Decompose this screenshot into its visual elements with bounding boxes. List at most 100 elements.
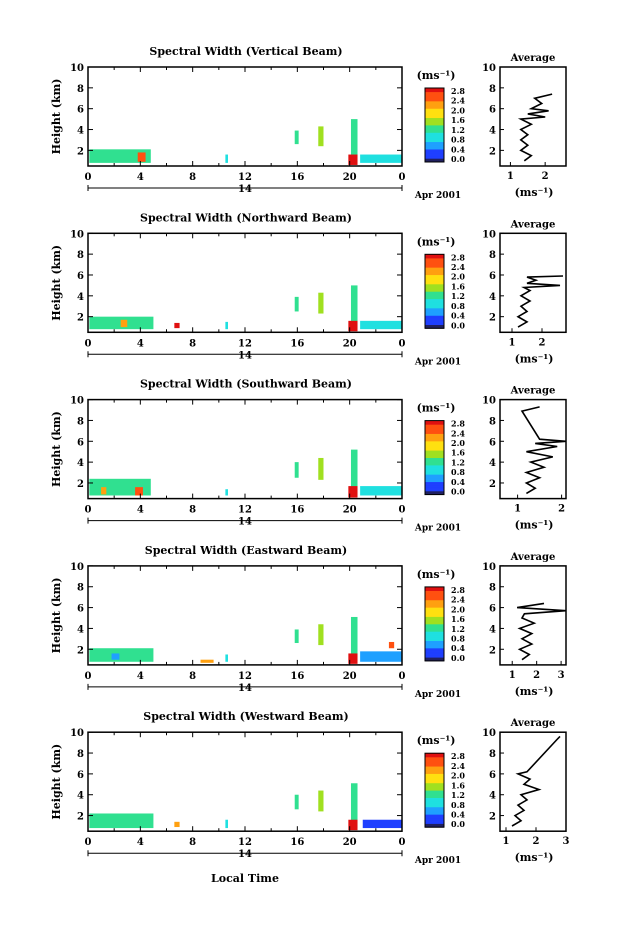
colorbar-segment bbox=[425, 283, 444, 287]
colorbar-unit: (ms⁻¹) bbox=[417, 69, 456, 82]
colorbar-tick-label: 0.4 bbox=[451, 643, 465, 653]
colorbar-segment bbox=[425, 300, 444, 303]
heatmap-cell bbox=[348, 154, 358, 165]
colorbar-tick-label: 1.6 bbox=[451, 614, 465, 624]
colorbar-tick-label: 0.0 bbox=[451, 320, 465, 330]
y-tick-label: 4 bbox=[77, 624, 84, 635]
colorbar-segment bbox=[425, 768, 444, 771]
colorbar-segment bbox=[425, 93, 444, 96]
colorbar-segment bbox=[425, 141, 444, 144]
x-tick-label: 20 bbox=[343, 505, 357, 516]
x-tick-label: 12 bbox=[238, 338, 252, 349]
colorbar-segment bbox=[425, 784, 444, 787]
heatmap-cell bbox=[348, 486, 358, 498]
colorbar-segment bbox=[425, 638, 444, 641]
x-tick-label: 4 bbox=[137, 338, 144, 349]
colorbar-segment bbox=[425, 439, 444, 442]
panel-title: Spectral Width (Southward Beam) bbox=[140, 378, 352, 391]
x-tick-label: 8 bbox=[189, 338, 196, 349]
colorbar-segment bbox=[425, 625, 444, 628]
colorbar-segment bbox=[425, 429, 444, 433]
date-label: Apr 2001 bbox=[414, 690, 461, 700]
average-y-tick-label: 2 bbox=[489, 313, 496, 324]
colorbar-segment bbox=[425, 320, 444, 324]
colorbar-segment bbox=[425, 633, 444, 636]
average-y-tick-label: 8 bbox=[489, 749, 496, 760]
colorbar-segment bbox=[425, 261, 444, 264]
x-tick-label: 12 bbox=[238, 837, 252, 848]
average-profile-line bbox=[517, 93, 553, 162]
colorbar-segment bbox=[425, 280, 444, 283]
colorbar-segment bbox=[425, 769, 444, 773]
colorbar-segment bbox=[425, 766, 444, 769]
heatmap-cell bbox=[318, 790, 324, 812]
y-tick-label: 2 bbox=[77, 313, 84, 324]
colorbar-segment bbox=[425, 267, 444, 270]
colorbar-segment bbox=[425, 627, 444, 630]
y-axis-label: Height (km) bbox=[50, 79, 63, 155]
colorbar-frame bbox=[424, 586, 445, 662]
date-label: Apr 2001 bbox=[414, 524, 461, 534]
y-tick-label: 6 bbox=[77, 437, 84, 448]
x-tick-label: 8 bbox=[189, 671, 196, 682]
heatmap-cell bbox=[225, 654, 228, 662]
average-x-tick-label: 2 bbox=[539, 337, 546, 348]
colorbar-segment bbox=[425, 100, 444, 104]
average-frame bbox=[499, 731, 567, 832]
colorbar-unit: (ms⁻¹) bbox=[417, 402, 456, 415]
y-tick-label: 8 bbox=[77, 416, 84, 427]
colorbar-segment bbox=[425, 317, 444, 320]
colorbar-segment bbox=[425, 649, 444, 653]
colorbar-segment bbox=[425, 476, 444, 479]
colorbar-segment bbox=[425, 298, 444, 301]
colorbar-segment bbox=[425, 755, 444, 758]
colorbar-segment bbox=[425, 319, 444, 322]
colorbar-segment bbox=[425, 442, 444, 446]
colorbar-segment bbox=[425, 779, 444, 782]
colorbar-segment bbox=[425, 282, 444, 285]
colorbar-segment bbox=[425, 477, 444, 481]
colorbar-segment bbox=[425, 112, 444, 115]
heatmap-cell bbox=[111, 653, 120, 660]
colorbar-tick-label: 2.4 bbox=[451, 96, 465, 106]
average-y-tick-label: 10 bbox=[482, 229, 496, 240]
heatmap-cell bbox=[388, 641, 395, 649]
colorbar-segment bbox=[425, 110, 444, 113]
heatmap-cell bbox=[350, 449, 358, 496]
colorbar-segment bbox=[425, 635, 444, 638]
heatmap-cell bbox=[318, 292, 324, 314]
y-tick-label: 6 bbox=[77, 105, 84, 116]
y-tick-label: 6 bbox=[77, 271, 84, 282]
y-tick-label: 8 bbox=[77, 84, 84, 95]
x-tick-label: 8 bbox=[189, 505, 196, 516]
date-day-label: 14 bbox=[238, 184, 252, 195]
average-x-tick-label: 2 bbox=[558, 504, 565, 515]
colorbar-segment bbox=[425, 444, 444, 447]
heatmap-cell bbox=[200, 659, 214, 663]
colorbar-segment bbox=[425, 586, 444, 590]
heatmap-cell bbox=[89, 813, 154, 829]
colorbar-segment bbox=[425, 147, 444, 150]
y-tick-label: 4 bbox=[77, 126, 84, 137]
average-y-tick-label: 4 bbox=[489, 624, 496, 635]
x-tick-label: 0 bbox=[399, 172, 406, 183]
colorbar-segment bbox=[425, 479, 444, 483]
heatmap-cell bbox=[225, 489, 228, 496]
x-axis-label: Local Time bbox=[211, 872, 279, 885]
heatmap-cell bbox=[137, 152, 146, 162]
colorbar-segment bbox=[425, 274, 444, 277]
average-x-tick-label: 2 bbox=[533, 670, 540, 681]
colorbar-segment bbox=[425, 293, 444, 296]
panel-title: Spectral Width (Northward Beam) bbox=[140, 211, 352, 224]
colorbar-tick-label: 0.8 bbox=[451, 135, 465, 145]
colorbar-segment bbox=[425, 612, 444, 616]
average-y-tick-label: 6 bbox=[489, 770, 496, 781]
colorbar-segment bbox=[425, 278, 444, 281]
heatmap-cell bbox=[225, 819, 228, 829]
average-y-tick-label: 10 bbox=[482, 562, 496, 573]
colorbar-segment bbox=[425, 113, 444, 117]
colorbar-segment bbox=[425, 797, 444, 800]
date-day-label: 14 bbox=[238, 683, 252, 694]
colorbar-segment bbox=[425, 640, 444, 643]
